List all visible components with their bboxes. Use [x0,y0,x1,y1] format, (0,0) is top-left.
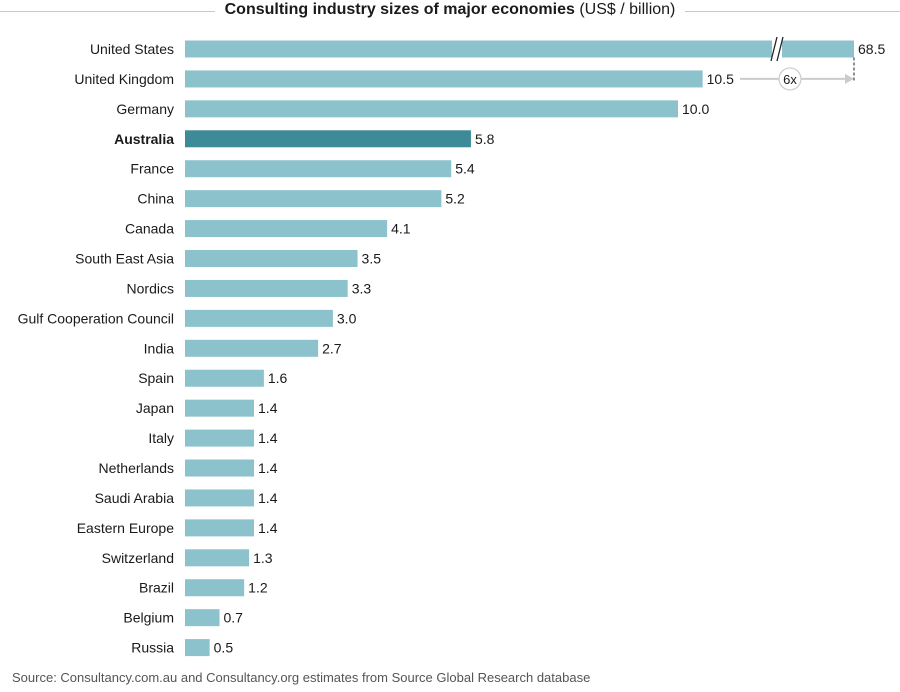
chart-title-units: (US$ / billion) [579,1,676,18]
category-label: Japan [136,400,174,416]
value-label: 1.4 [258,490,278,506]
category-label: Australia [114,131,174,147]
chart-title-bar: Consulting industry sizes of major econo… [0,0,900,24]
category-label: Switzerland [102,550,174,566]
value-label: 3.3 [352,280,372,296]
bar [185,369,264,387]
category-label: Italy [148,430,174,446]
annotation-label: 6x [783,72,797,87]
category-label: France [130,161,174,177]
value-label: 10.0 [682,101,709,117]
annotation-arrowhead [845,73,854,84]
category-label: South East Asia [75,251,174,267]
bar [185,70,703,88]
category-label: India [144,340,175,356]
value-label: 10.5 [707,71,734,87]
category-label: Spain [138,370,174,386]
axis-break-mark [770,36,778,62]
value-label: 5.8 [475,131,495,147]
annotation-badge [778,67,802,91]
title-rule-left [0,11,215,12]
bar [185,429,255,447]
bar [185,459,255,477]
bar [185,609,220,627]
value-label: 3.5 [362,251,382,267]
category-label: Brazil [139,580,174,596]
value-label: 3.0 [337,310,357,326]
value-label: 1.3 [253,550,273,566]
category-label: Netherlands [99,460,175,476]
category-label: Belgium [123,610,174,626]
value-label: 1.4 [258,400,278,416]
value-label: 1.2 [248,580,268,596]
category-label: Saudi Arabia [95,490,175,506]
bar [185,339,319,357]
bar [185,639,210,657]
value-label: 0.5 [214,640,234,656]
category-label: United Kingdom [74,71,174,87]
value-label: 5.2 [445,191,465,207]
bar [185,519,255,537]
category-label: United States [90,41,174,57]
category-label: Germany [116,101,174,117]
chart-title: Consulting industry sizes of major econo… [0,1,900,19]
value-label: 1.4 [258,460,278,476]
bar [185,160,452,178]
bar [185,549,250,567]
value-label: 1.4 [258,520,278,536]
value-label: 0.7 [224,610,244,626]
category-label: Russia [131,640,174,656]
bar [185,489,255,507]
category-label: Nordics [127,280,174,296]
bar [185,190,442,208]
bar [185,309,333,327]
category-label: China [137,191,174,207]
value-label: 2.7 [322,340,342,356]
axis-break-mark [776,36,784,62]
category-label: Gulf Cooperation Council [18,310,174,326]
bar [185,220,388,238]
value-label: 1.4 [258,430,278,446]
value-label: 1.6 [268,370,288,386]
value-label: 68.5 [858,41,885,57]
bar [185,399,255,417]
title-rule-right [685,11,900,12]
bar [185,250,358,268]
bar [185,40,854,58]
bar [185,279,348,297]
bar [185,130,471,148]
category-label: Eastern Europe [77,520,174,536]
value-label: 4.1 [391,221,411,237]
bar [185,579,245,597]
value-label: 5.4 [455,161,475,177]
category-label: Canada [125,221,174,237]
chart-title-main: Consulting industry sizes of major econo… [224,1,575,18]
source-note: Source: Consultancy.com.au and Consultan… [12,670,591,685]
axis-break-gap [772,37,782,61]
bar [185,100,678,118]
